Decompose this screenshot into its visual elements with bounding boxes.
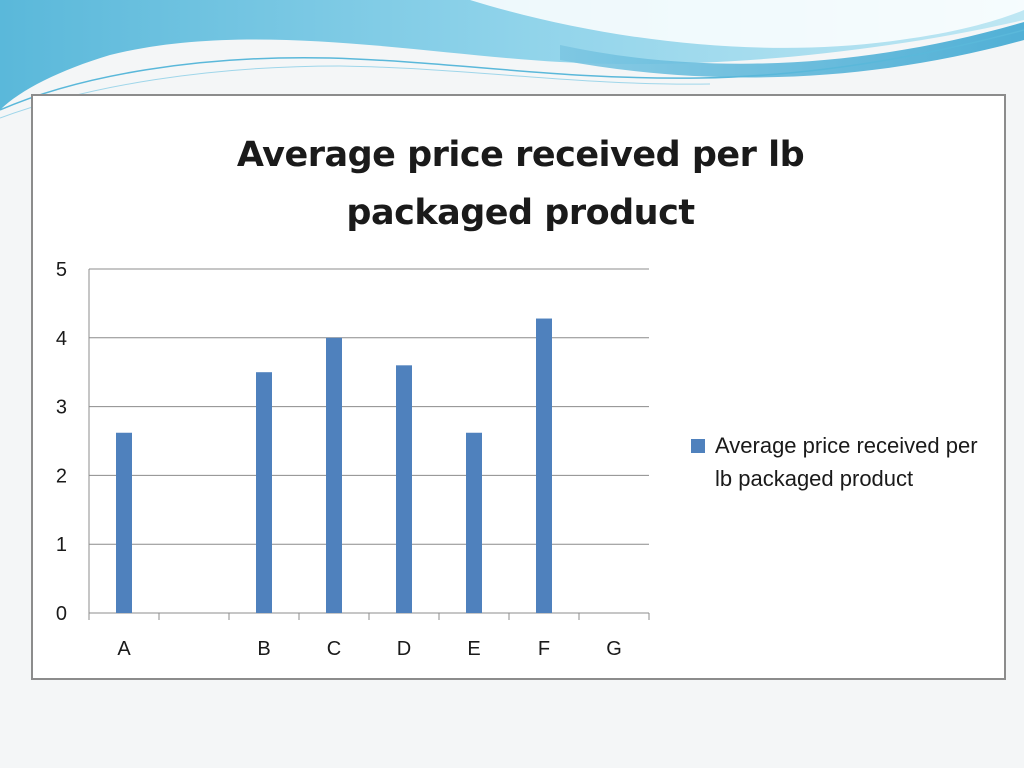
chart-title: Average price received per lb packaged p… bbox=[33, 126, 1008, 242]
x-tick-label: G bbox=[606, 638, 622, 660]
legend-label: Average price received per lb packaged p… bbox=[715, 433, 978, 491]
y-tick-label: 1 bbox=[56, 534, 67, 556]
x-tick-label: B bbox=[257, 638, 270, 660]
y-tick-label: 4 bbox=[56, 328, 67, 350]
y-tick-label: 5 bbox=[56, 259, 67, 281]
y-tick-label: 0 bbox=[56, 603, 67, 625]
bar bbox=[116, 432, 132, 613]
bar bbox=[466, 432, 482, 613]
chart-frame: Average price received per lb packaged p… bbox=[31, 94, 1006, 680]
y-tick-label: 2 bbox=[56, 465, 67, 487]
x-tick-label: C bbox=[327, 638, 341, 660]
y-tick-label: 3 bbox=[56, 397, 67, 419]
x-tick-label: A bbox=[117, 638, 131, 660]
chart-title-line-1: Average price received per lb bbox=[236, 135, 805, 175]
bar bbox=[256, 372, 272, 613]
x-tick-label: D bbox=[397, 638, 411, 660]
x-tick-label: E bbox=[467, 638, 480, 660]
slide-header-decoration bbox=[0, 0, 1024, 119]
chart-plot: 0 1 2 3 4 5 A B C D E F G bbox=[56, 259, 650, 660]
bar bbox=[396, 365, 412, 613]
chart-title-line-2: packaged product bbox=[346, 193, 695, 233]
x-tick-label: F bbox=[538, 638, 550, 660]
bar bbox=[326, 337, 342, 613]
bar bbox=[536, 318, 552, 613]
legend-swatch bbox=[691, 439, 705, 453]
